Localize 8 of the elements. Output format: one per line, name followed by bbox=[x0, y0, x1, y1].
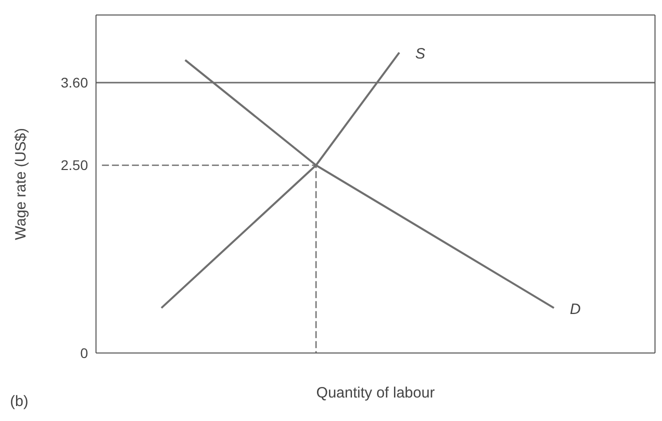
y-tick-label: 0 bbox=[80, 344, 88, 361]
series-label: S bbox=[415, 46, 426, 63]
y-axis-title: Wage rate (US$) bbox=[12, 128, 30, 240]
text: (b) bbox=[10, 393, 28, 410]
y-tick-label: 2.50 bbox=[60, 157, 88, 174]
y-tick-label: 3.60 bbox=[60, 74, 88, 91]
series-label: D bbox=[570, 300, 581, 318]
x-axis-title: Quantity of labour bbox=[316, 384, 435, 402]
